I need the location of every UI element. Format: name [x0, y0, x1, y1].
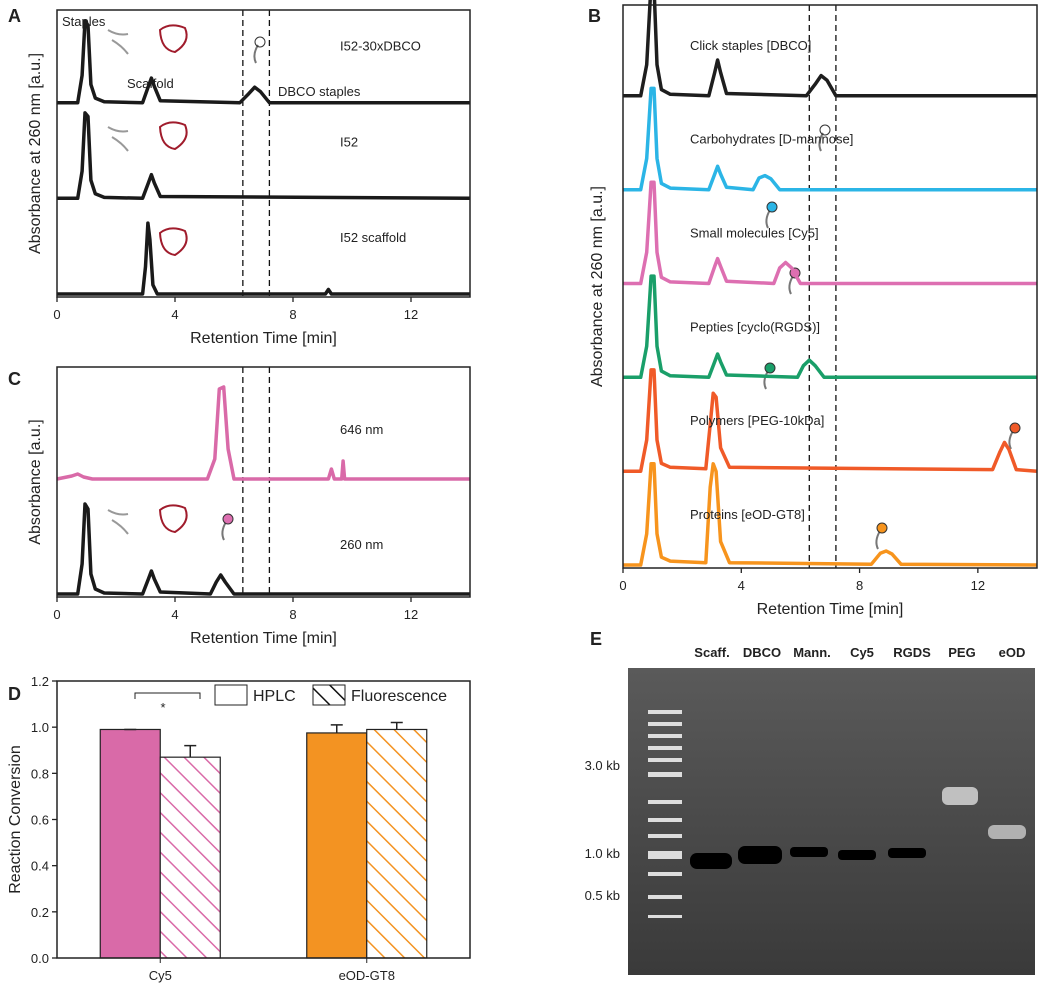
trace-label: 260 nm	[340, 537, 383, 552]
annotation: DBCO staples	[278, 84, 361, 99]
plot-frame	[622, 4, 1038, 569]
ladder	[648, 710, 682, 918]
trace	[57, 221, 470, 296]
y-axis-label: Absorbance [a.u.]	[27, 419, 44, 544]
x-tick-label: 4	[738, 578, 745, 593]
trace-label: I52	[340, 134, 358, 149]
trace	[56, 385, 470, 481]
x-axis-label: Retention Time [min]	[757, 601, 904, 618]
y-tick-label: 0.6	[31, 813, 49, 828]
y-tick-label: 1.0	[31, 720, 49, 735]
trace-label: I52 scaffold	[340, 230, 406, 245]
significance-bracket	[134, 692, 201, 699]
trace	[623, 462, 1038, 567]
panel-label: E	[590, 629, 602, 649]
legend-swatch	[214, 684, 248, 706]
trace-label: Click staples [DBCO]	[690, 38, 811, 53]
x-tick-label: 12	[971, 578, 985, 593]
trace	[57, 19, 470, 105]
y-axis-label: Absorbance at 260 nm [a.u.]	[27, 53, 44, 254]
trace-label: Small molecules [Cy5]	[690, 226, 819, 241]
x-tick-label: 8	[856, 578, 863, 593]
trace-label: I52-30xDBCO	[340, 39, 421, 54]
y-axis-label: Absorbance at 260 nm [a.u.]	[589, 186, 606, 387]
error-bar	[330, 724, 343, 733]
marker-label: 0.5 kb	[585, 888, 620, 903]
trace	[623, 368, 1038, 473]
error-bar	[390, 721, 403, 730]
legend-label: HPLC	[253, 688, 296, 705]
error-bar	[184, 744, 197, 758]
y-tick-label: 1.2	[31, 674, 49, 689]
bands	[690, 787, 1026, 869]
lane-label: Scaff.	[694, 645, 729, 660]
x-tick-label: 12	[404, 307, 418, 322]
x-tick-label: 12	[404, 607, 418, 622]
trace	[57, 502, 470, 596]
gel	[628, 668, 1035, 975]
x-axis-label: Retention Time [min]	[190, 630, 337, 647]
trace	[623, 86, 1037, 192]
marker-label: 3.0 kb	[585, 758, 620, 773]
trace	[623, 274, 1037, 380]
bar	[159, 756, 221, 959]
lane-label: PEG	[948, 645, 975, 660]
y-tick-label: 0.2	[31, 905, 49, 920]
panel-label: D	[8, 684, 21, 704]
y-tick-label: 0.4	[31, 859, 49, 874]
y-tick-label: 0.0	[31, 951, 49, 966]
trace	[623, 0, 1037, 98]
x-axis-label: Retention Time [min]	[190, 330, 337, 347]
x-tick-label: 8	[289, 307, 296, 322]
gel-image	[628, 668, 1035, 975]
significance: *	[160, 700, 165, 715]
legend-swatch	[312, 684, 346, 706]
plot-frame	[56, 9, 471, 298]
marker-label: 1.0 kb	[585, 846, 620, 861]
trace-label: 646 nm	[340, 422, 383, 437]
bar	[99, 728, 161, 959]
trace	[623, 180, 1037, 286]
lane-label: RGDS	[893, 645, 931, 660]
panel-label: A	[8, 6, 21, 26]
lane-label: Mann.	[793, 645, 831, 660]
x-tick-label: 0	[619, 578, 626, 593]
y-tick-label: 0.8	[31, 766, 49, 781]
panel-label: C	[8, 369, 21, 389]
bar	[366, 728, 428, 959]
trace-label: Proteins [eOD-GT8]	[690, 507, 805, 522]
x-tick-label: Cy5	[149, 968, 172, 983]
lane-label: DBCO	[743, 645, 781, 660]
lane-label: Cy5	[850, 645, 874, 660]
legend-label: Fluorescence	[351, 688, 447, 705]
x-tick-label: eOD-GT8	[339, 968, 395, 983]
x-tick-label: 8	[289, 607, 296, 622]
x-tick-label: 4	[171, 607, 178, 622]
icons	[107, 24, 1021, 550]
plot-frame	[56, 366, 471, 598]
bar	[306, 732, 368, 959]
lane-label: eOD	[999, 645, 1026, 660]
y-axis-label: Reaction Conversion	[7, 745, 24, 894]
x-tick-label: 4	[171, 307, 178, 322]
trace	[57, 111, 471, 201]
plot-frame	[56, 680, 471, 959]
x-tick-label: 0	[53, 307, 60, 322]
panel-label: B	[588, 6, 601, 26]
x-tick-label: 0	[53, 607, 60, 622]
trace-label: Polymers [PEG-10kDa]	[690, 413, 824, 428]
trace-label: Carbohydrates [D-mannose]	[690, 132, 853, 147]
trace-label: Pepties [cyclo(RGDS)]	[690, 319, 820, 334]
